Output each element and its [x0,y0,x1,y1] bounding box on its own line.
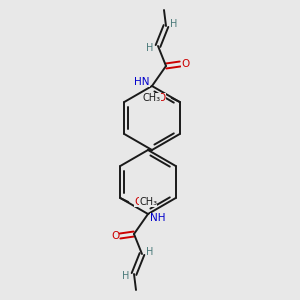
Text: O: O [111,231,119,241]
Text: O: O [134,197,142,207]
Text: H: H [122,271,130,281]
Text: H: H [146,43,154,53]
Text: CH₃: CH₃ [139,197,157,207]
Text: NH: NH [150,213,166,223]
Text: H: H [170,19,178,29]
Text: CH₃: CH₃ [143,93,161,103]
Text: O: O [181,59,189,69]
Text: O: O [158,93,166,103]
Text: H: H [146,247,154,257]
Text: HN: HN [134,77,150,87]
